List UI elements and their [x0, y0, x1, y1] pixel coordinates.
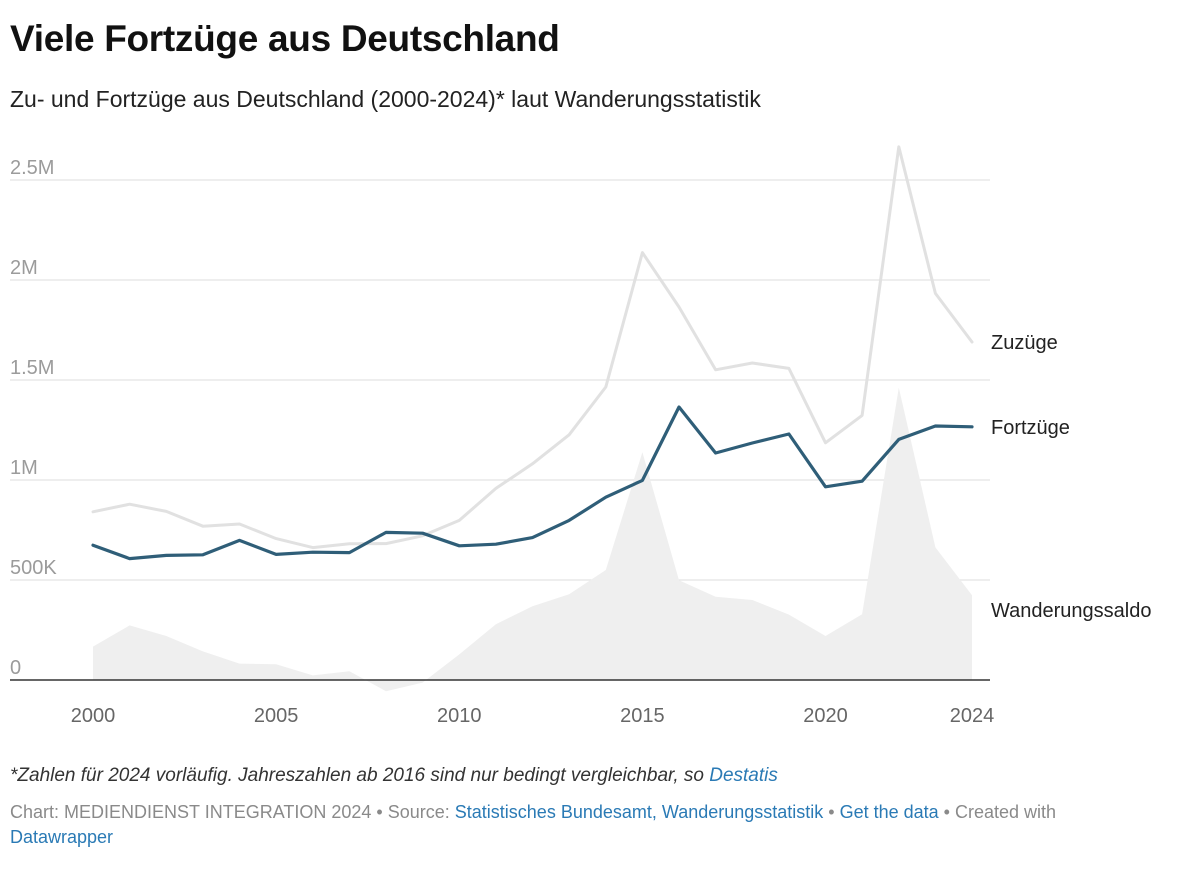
- area-wanderungssaldo: [93, 387, 972, 692]
- y-tick-label: 0: [10, 657, 21, 679]
- series-areas: [93, 387, 972, 692]
- y-tick-label: 1M: [10, 457, 38, 479]
- destatis-link[interactable]: Destatis: [709, 765, 778, 786]
- separator: •: [938, 802, 955, 822]
- chart-credit: Chart: MEDIENDIENST INTEGRATION 2024: [10, 802, 372, 822]
- x-tick-label: 2015: [620, 705, 665, 727]
- footnote-text: *Zahlen für 2024 vorläufig. Jahreszahlen…: [10, 765, 710, 786]
- chart-footer: Chart: MEDIENDIENST INTEGRATION 2024 • S…: [10, 800, 1170, 850]
- x-tick-label: 2005: [254, 705, 299, 727]
- y-tick-label: 2.5M: [10, 157, 54, 179]
- y-tick-label: 2M: [10, 257, 38, 279]
- source-label: Source:: [387, 802, 455, 822]
- y-axis-ticks: 0 500K 1M 1.5M 2M 2.5M: [10, 157, 57, 679]
- series-label: Fortzüge: [991, 417, 1070, 439]
- get-data-link[interactable]: Get the data: [839, 802, 939, 822]
- series-labels: Zuzüge Fortzüge Wanderungssaldo: [991, 332, 1151, 622]
- line-zuzüge: [91, 145, 974, 550]
- source-link[interactable]: Statistisches Bundesamt, Wanderungsstati…: [454, 802, 824, 822]
- chart-title: Viele Fortzüge aus Deutschland: [10, 18, 560, 59]
- series-lines: [91, 145, 974, 561]
- line-fortzüge: [91, 405, 974, 561]
- series-label: Zuzüge: [991, 332, 1058, 354]
- x-tick-label: 2000: [71, 705, 116, 727]
- separator: •: [823, 802, 840, 822]
- created-with-label: Created with: [954, 802, 1057, 822]
- x-tick-label: 2010: [437, 705, 482, 727]
- x-tick-label: 2024: [950, 705, 995, 727]
- series-label: Wanderungssaldo: [991, 600, 1151, 622]
- y-tick-label: 500K: [10, 557, 57, 579]
- grid-lines: [10, 179, 990, 581]
- x-tick-label: 2020: [803, 705, 848, 727]
- datawrapper-link[interactable]: Datawrapper: [10, 827, 114, 847]
- footnote: *Zahlen für 2024 vorläufig. Jahreszahlen…: [10, 765, 778, 787]
- chart-subtitle: Zu- und Fortzüge aus Deutschland (2000-2…: [10, 86, 761, 112]
- x-axis-ticks: 2000 2005 2010 2015 2020 2024: [71, 705, 995, 727]
- y-tick-label: 1.5M: [10, 357, 54, 379]
- separator: •: [371, 802, 388, 822]
